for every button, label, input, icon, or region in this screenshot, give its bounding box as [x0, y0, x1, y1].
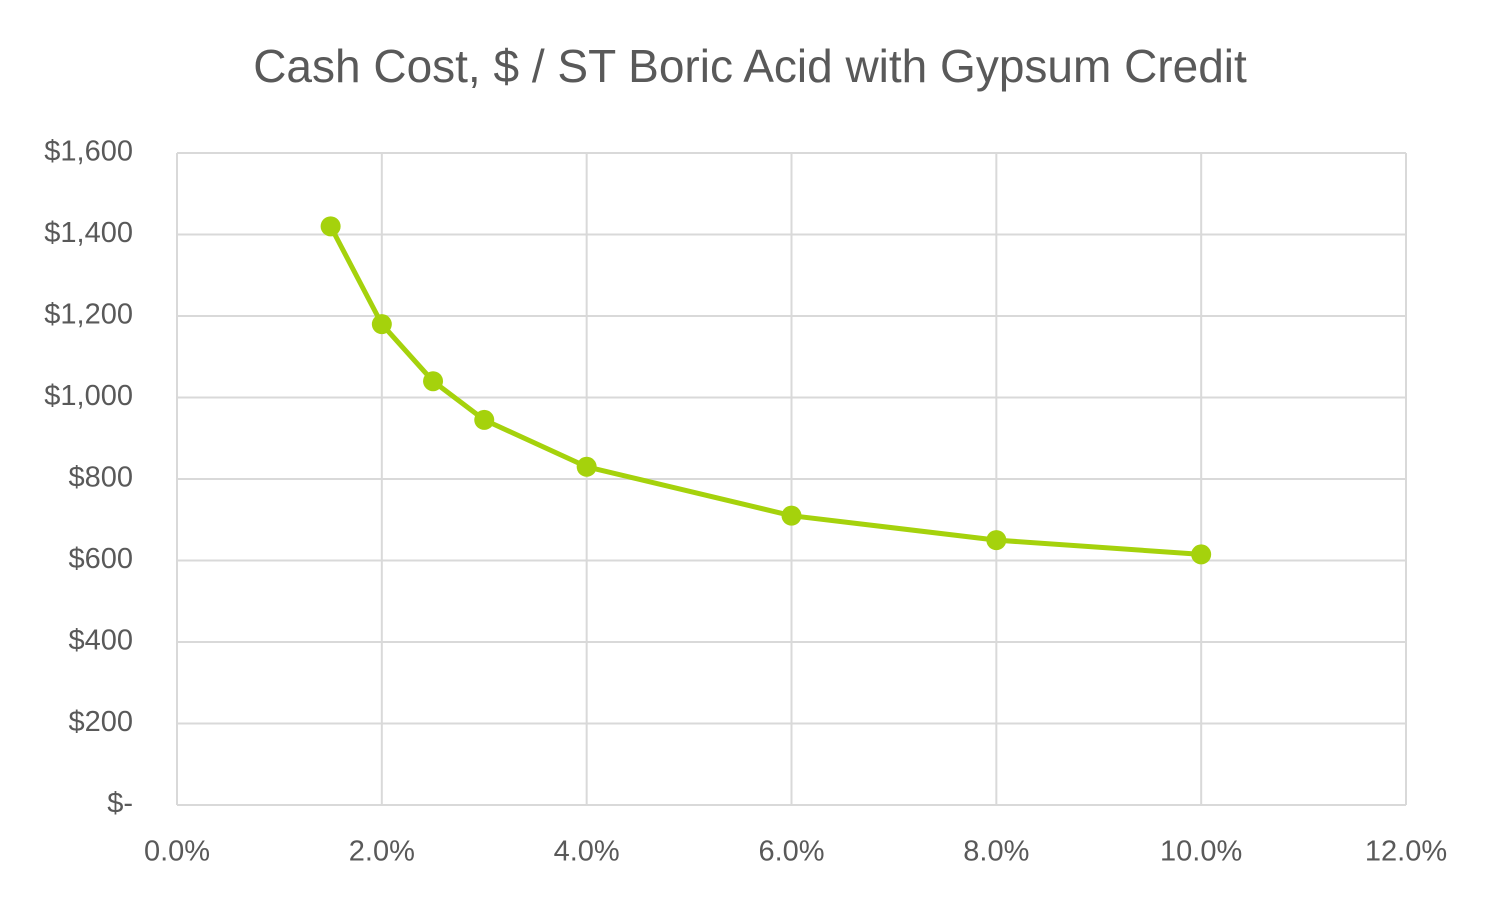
y-tick-label: $200: [68, 706, 133, 738]
x-tick-label: 6.0%: [758, 836, 824, 868]
x-tick-label: 8.0%: [963, 836, 1029, 868]
data-point: [576, 456, 597, 477]
y-tick-label: $1,600: [44, 136, 133, 168]
y-tick-label: $800: [68, 462, 133, 494]
x-tick-label: 4.0%: [554, 836, 620, 868]
data-point: [320, 216, 341, 237]
y-tick-label: $600: [68, 543, 133, 575]
data-point: [1191, 544, 1212, 565]
x-tick-label: 0.0%: [144, 836, 210, 868]
data-point: [371, 314, 392, 335]
x-tick-label: 2.0%: [349, 836, 415, 868]
y-tick-label: $400: [68, 625, 133, 657]
x-tick-label: 10.0%: [1160, 836, 1242, 868]
data-point: [986, 530, 1007, 551]
chart-title: Cash Cost, $ / ST Boric Acid with Gypsum…: [253, 40, 1247, 92]
data-point: [423, 371, 444, 392]
data-point: [781, 505, 802, 526]
y-tick-label: $-: [107, 788, 133, 820]
data-point: [474, 409, 495, 430]
y-tick-label: $1,400: [44, 217, 133, 249]
y-tick-label: $1,000: [44, 380, 133, 412]
x-tick-label: 12.0%: [1365, 836, 1447, 868]
y-tick-label: $1,200: [44, 299, 133, 331]
series-line: [328, 225, 1202, 557]
